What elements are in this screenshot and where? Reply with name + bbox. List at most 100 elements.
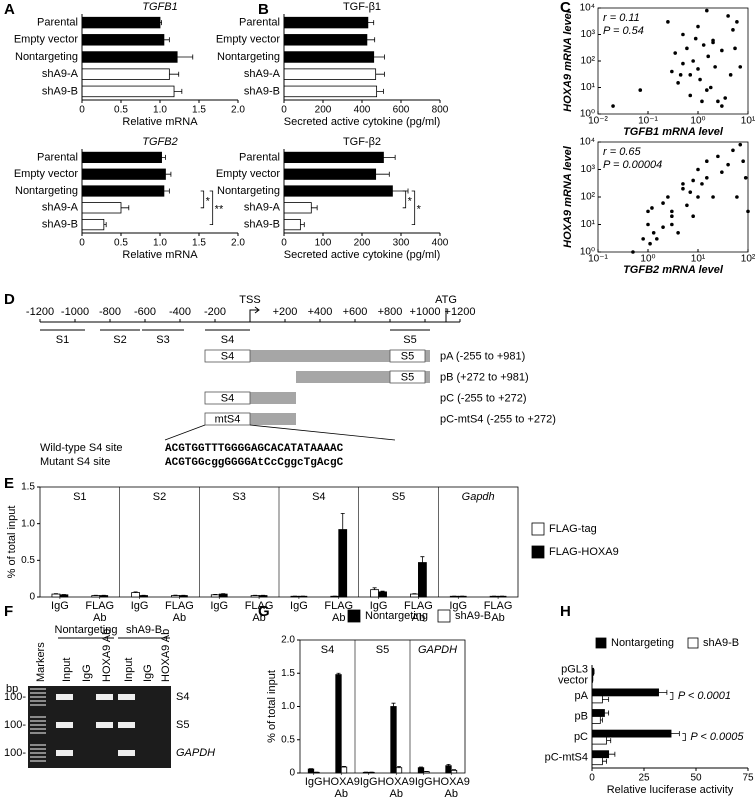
marker-band [30, 748, 46, 750]
bar [82, 219, 104, 229]
x-tick-label: 25 [638, 773, 650, 784]
error-bar [174, 89, 182, 94]
point [696, 168, 700, 172]
legend-swatch [438, 610, 450, 622]
category-label: IgG [360, 776, 378, 788]
bar [259, 596, 267, 597]
error-bar [162, 155, 166, 160]
x-axis-label: Relative mRNA [122, 249, 198, 261]
chart-title: TGF-β1 [343, 1, 381, 13]
y-tick-label: 1.5 [281, 668, 295, 679]
ruler-label: +800 [378, 306, 403, 318]
category-label: Ab [332, 612, 345, 624]
point [676, 231, 680, 235]
category-label: Ab [445, 788, 458, 800]
x-tick-label: 800 [432, 105, 449, 116]
bar [284, 86, 377, 97]
category-label: shA9-B [244, 219, 280, 231]
chart-title: TGF-β2 [343, 136, 381, 148]
x-tick-label: 200 [354, 238, 371, 249]
point [731, 148, 735, 152]
category-label: shA9-B [42, 219, 78, 231]
construct-segment [250, 350, 390, 362]
y-tick-label: 1.5 [21, 482, 35, 493]
bar [171, 596, 179, 597]
x-tick-label: 100 [315, 238, 332, 249]
category-label: HOXA9 [323, 776, 360, 788]
point [670, 223, 674, 227]
plot-frame [300, 640, 465, 773]
bar [371, 590, 379, 597]
point [726, 14, 730, 18]
point [688, 73, 692, 77]
point [631, 250, 635, 254]
bar [82, 69, 169, 80]
bar [418, 563, 426, 597]
category-label: pC [574, 731, 588, 743]
error-bar [392, 703, 396, 706]
bar [308, 769, 314, 773]
gel-band [118, 750, 135, 756]
ruler-label: +600 [343, 306, 368, 318]
bar [82, 152, 162, 162]
category-label: FLAG [85, 600, 114, 612]
point [681, 62, 685, 66]
point [681, 182, 685, 186]
x-axis-label: Relative luciferase activity [607, 784, 734, 796]
bar [60, 595, 68, 597]
ruler-label: -200 [204, 306, 226, 318]
panel-letter: C [560, 0, 571, 16]
point [611, 104, 615, 108]
atg-label: ATG [435, 294, 457, 306]
y-tick-label: 10⁰ [580, 247, 595, 258]
point [711, 41, 715, 45]
site-box-label: mtS4 [215, 413, 241, 425]
category-label: Parental [37, 17, 78, 29]
ruler-label: -800 [99, 306, 121, 318]
bar [339, 530, 347, 597]
point [681, 187, 685, 191]
category-label: shA9-A [42, 68, 79, 80]
site-label: S5 [403, 334, 416, 346]
category-label: vector [558, 675, 588, 687]
facet-label: S2 [153, 491, 166, 503]
y-tick-label: 2.0 [281, 635, 295, 646]
site-label: S1 [56, 334, 69, 346]
y-tick-label: 10⁴ [580, 3, 595, 14]
category-label: Nontargeting [15, 51, 78, 63]
site-box-label: S4 [221, 350, 234, 362]
error-bar [368, 20, 374, 25]
point [741, 159, 745, 163]
significance-bracket [403, 191, 406, 208]
panel-letter: E [4, 475, 14, 492]
category-label: Ab [335, 788, 348, 800]
point [705, 9, 709, 13]
annotation: r = 0.11 [603, 12, 640, 24]
bar [82, 17, 160, 28]
gel-band [96, 694, 113, 700]
point [735, 195, 739, 199]
size-label: 100- [4, 719, 26, 731]
legend-swatch [596, 638, 606, 648]
ruler-label: +1200 [445, 306, 476, 318]
point [681, 33, 685, 37]
x-tick-label: 400 [432, 238, 449, 249]
category-label: pC-mtS4 [545, 752, 588, 764]
point [685, 47, 689, 51]
point [738, 65, 742, 69]
error-bar [604, 710, 608, 715]
point [646, 210, 650, 214]
bar [82, 203, 121, 213]
bar [410, 594, 418, 597]
ruler-label: -400 [169, 306, 191, 318]
category-label: IgG [210, 600, 228, 612]
error-bar [177, 55, 193, 60]
bar [211, 595, 219, 597]
y-tick-label: 0 [29, 592, 35, 603]
sequence-label: Wild-type S4 site [40, 442, 123, 454]
point [705, 88, 709, 92]
x-tick-label: 2.0 [231, 105, 245, 116]
x-tick-label: 1.5 [192, 105, 206, 116]
bar [284, 17, 368, 28]
y-tick-label: 10⁰ [580, 109, 595, 120]
